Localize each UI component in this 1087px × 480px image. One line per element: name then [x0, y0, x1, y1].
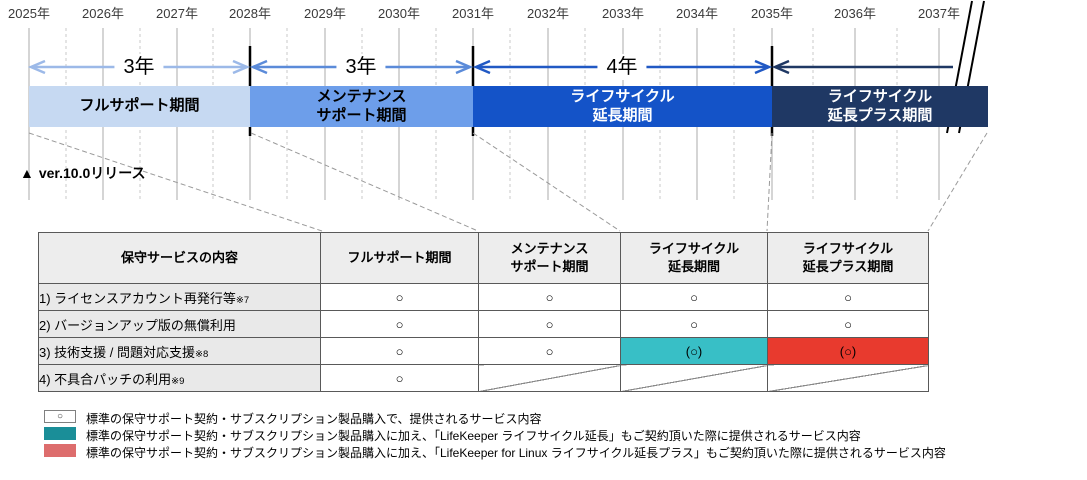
- legend-text-lifecycle-extension: 標準の保守サポート契約・サブスクリプション製品購入に加え、「LifeKeeper…: [86, 429, 861, 443]
- bar-full-support-period: フルサポート期間: [29, 86, 250, 127]
- row-label-text: 1) ライセンスアカウント再発行等: [39, 290, 236, 306]
- legend-item-standard: ○ 標準の保守サポート契約・サブスクリプション製品購入で、提供されるサービス内容: [0, 408, 1087, 426]
- cell-value: ○: [320, 337, 479, 365]
- table-row: 2) バージョンアップ版の無償利用 ○ ○ ○ ○: [38, 310, 929, 338]
- year-label-2028: 2028年: [229, 6, 271, 21]
- year-label-2037: 2037年: [918, 6, 960, 21]
- year-label-2034: 2034年: [676, 6, 718, 21]
- legend-text-lifecycle-extension-plus: 標準の保守サポート契約・サブスクリプション製品購入に加え、「LifeKeeper…: [86, 446, 946, 460]
- service-matrix: 保守サービスの内容 フルサポート期間 メンテナンス サポート期間 ライフサイクル…: [38, 232, 929, 392]
- row-label-license-reissue: 1) ライセンスアカウント再発行等※7: [38, 283, 321, 311]
- column-header-full-support: フルサポート期間: [320, 232, 479, 284]
- cell-not-applicable: [620, 364, 768, 392]
- cell-value: ○: [767, 310, 929, 338]
- legend-swatch-lifecycle-extension: [44, 427, 76, 440]
- year-label-2027: 2027年: [156, 6, 198, 21]
- cell-value-extension-plus-contract: (○): [767, 337, 929, 365]
- year-label-2035: 2035年: [751, 6, 793, 21]
- cell-value-extension-contract: (○): [620, 337, 768, 365]
- column-header-lifecycle-extension: ライフサイクル 延長期間: [620, 232, 768, 284]
- bar-lifecycle-extension-period: ライフサイクル 延長期間: [473, 86, 772, 127]
- duration-label-lifecycle-extension: 4年: [597, 54, 647, 80]
- row-label-text: 4) 不具合パッチの利用: [39, 371, 172, 387]
- cell-not-applicable: [767, 364, 929, 392]
- cell-value: ○: [478, 310, 621, 338]
- row-label-text: 3) 技術支援 / 問題対応支援: [39, 344, 196, 360]
- matrix-corner-label: 保守サービスの内容: [38, 232, 321, 284]
- footnote-marker: ※7: [235, 294, 250, 306]
- row-label-bugfix-patch: 4) 不具合パッチの利用※9: [38, 364, 321, 392]
- release-marker: ▲ ver.10.0リリース: [20, 163, 146, 183]
- legend-text-standard: 標準の保守サポート契約・サブスクリプション製品購入で、提供されるサービス内容: [86, 412, 542, 426]
- table-row: 3) 技術支援 / 問題対応支援※8 ○ ○ (○) (○): [38, 337, 929, 365]
- year-label-2031: 2031年: [452, 6, 494, 21]
- bar-maintenance-support-period: メンテナンス サポート期間: [250, 86, 473, 127]
- duration-label-full-support: 3年: [114, 54, 164, 80]
- legend-swatch-standard: ○: [44, 410, 76, 423]
- row-label-text: 2) バージョンアップ版の無償利用: [39, 317, 236, 333]
- arrow-lifecycle-extension-plus: [771, 59, 953, 75]
- duration-arrows: [27, 59, 953, 75]
- column-header-lifecycle-extension-plus: ライフサイクル 延長プラス期間: [767, 232, 929, 284]
- row-label-version-upgrade: 2) バージョンアップ版の無償利用: [38, 310, 321, 338]
- circle-icon: ○: [56, 410, 64, 422]
- legend: ○ 標準の保守サポート契約・サブスクリプション製品購入で、提供されるサービス内容…: [0, 408, 1087, 460]
- table-row: 1) ライセンスアカウント再発行等※7 ○ ○ ○ ○: [38, 283, 929, 311]
- year-label-2036: 2036年: [834, 6, 876, 21]
- year-label-2029: 2029年: [304, 6, 346, 21]
- row-label-technical-support: 3) 技術支援 / 問題対応支援※8: [38, 337, 321, 365]
- cell-value: ○: [620, 310, 768, 338]
- cell-value: ○: [320, 283, 479, 311]
- release-marker-label: ver.10.0リリース: [38, 165, 146, 181]
- cell-value: ○: [620, 283, 768, 311]
- cell-value: ○: [320, 310, 479, 338]
- cell-value: ○: [478, 283, 621, 311]
- cell-value: ○: [767, 283, 929, 311]
- cell-value: ○: [478, 337, 621, 365]
- cell-value: ○: [320, 364, 479, 392]
- year-label-2033: 2033年: [602, 6, 644, 21]
- duration-label-maintenance: 3年: [336, 54, 386, 80]
- footnote-marker: ※9: [171, 375, 185, 387]
- legend-swatch-lifecycle-extension-plus: [44, 444, 76, 457]
- matrix-header-row: 保守サービスの内容 フルサポート期間 メンテナンス サポート期間 ライフサイクル…: [38, 232, 929, 284]
- year-label-2030: 2030年: [378, 6, 420, 21]
- bar-lifecycle-extension-plus-period: ライフサイクル 延長プラス期間: [772, 86, 988, 127]
- legend-item-lifecycle-extension: 標準の保守サポート契約・サブスクリプション製品購入に加え、「LifeKeeper…: [0, 425, 1087, 443]
- release-triangle-icon: ▲: [20, 165, 34, 181]
- year-label-2025: 2025年: [8, 6, 50, 21]
- year-label-2032: 2032年: [527, 6, 569, 21]
- footnote-marker: ※8: [195, 348, 209, 360]
- year-label-2026: 2026年: [82, 6, 124, 21]
- table-row: 4) 不具合パッチの利用※9 ○: [38, 364, 929, 392]
- legend-item-lifecycle-extension-plus: 標準の保守サポート契約・サブスクリプション製品購入に加え、「LifeKeeper…: [0, 442, 1087, 460]
- cell-not-applicable: [478, 364, 621, 392]
- column-header-maintenance: メンテナンス サポート期間: [478, 232, 621, 284]
- bar-to-table-connectors: [28, 132, 988, 232]
